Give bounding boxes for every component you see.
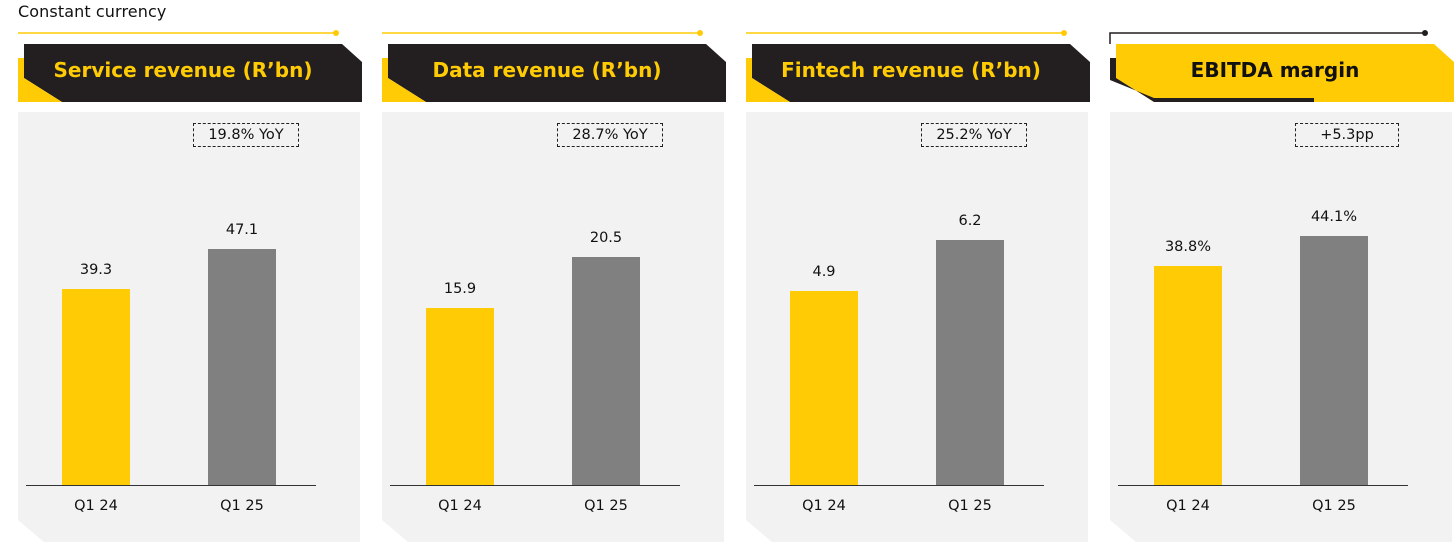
page-subtitle: Constant currency xyxy=(18,2,167,21)
chart-title: Data revenue (R’bn) xyxy=(432,58,662,82)
x-axis-line xyxy=(26,485,316,486)
bar-q1-24 xyxy=(790,291,858,485)
category-label-q1-25: Q1 25 xyxy=(220,498,264,514)
category-label-q1-25: Q1 25 xyxy=(1312,498,1356,514)
category-label-q1-24: Q1 24 xyxy=(438,498,482,514)
bar-value-label-q1-25: 44.1% xyxy=(1310,209,1358,225)
header-banner xyxy=(1116,44,1454,102)
header-accent xyxy=(18,58,62,102)
bar-value-label-q1-24: 38.8% xyxy=(1164,239,1212,255)
header-rule xyxy=(1109,32,1424,44)
header-accent xyxy=(746,58,790,102)
panel-graphics xyxy=(1109,30,1454,542)
header-banner xyxy=(388,44,726,102)
chart-panel-fintech-revenue: Fintech revenue (R’bn) 25.2% YoY 4.9 6.2… xyxy=(728,30,1090,545)
header-rule-dot xyxy=(1061,30,1067,36)
yoy-annotation: 28.7% YoY xyxy=(557,123,663,147)
header-accent xyxy=(382,58,426,102)
bar-q1-25 xyxy=(572,257,640,485)
category-label-q1-24: Q1 24 xyxy=(74,498,118,514)
pp-annotation: +5.3pp xyxy=(1295,123,1399,147)
x-axis-line xyxy=(754,485,1044,486)
bar-value-label-q1-24: 15.9 xyxy=(443,281,477,297)
panel-graphics xyxy=(18,30,362,542)
bar-value-label-q1-25: 6.2 xyxy=(958,213,982,229)
chart-panel-service-revenue: Service revenue (R’bn) 19.8% YoY 39.3 47… xyxy=(0,30,362,545)
yoy-annotation: 25.2% YoY xyxy=(921,123,1027,147)
bar-value-label-q1-25: 47.1 xyxy=(225,222,259,238)
category-label-q1-25: Q1 25 xyxy=(584,498,628,514)
bar-q1-25 xyxy=(936,240,1004,485)
chart-title: EBITDA margin xyxy=(1190,58,1360,82)
chart-panel-data-revenue: Data revenue (R’bn) 28.7% YoY 15.9 20.5 … xyxy=(364,30,726,545)
bar-value-label-q1-24: 4.9 xyxy=(812,264,836,280)
chart-panel-ebitda-margin: EBITDA margin +5.3pp 38.8% 44.1% Q1 24 Q… xyxy=(1092,30,1454,545)
bar-value-label-q1-24: 39.3 xyxy=(79,262,113,278)
category-label-q1-24: Q1 24 xyxy=(802,498,846,514)
header-banner xyxy=(752,44,1090,102)
bar-value-label-q1-25: 20.5 xyxy=(589,230,623,246)
panel-graphics xyxy=(746,30,1090,542)
bar-q1-25 xyxy=(1300,236,1368,485)
bar-q1-24 xyxy=(1154,266,1222,485)
yoy-annotation: 19.8% YoY xyxy=(193,123,299,147)
header-rule-dot xyxy=(697,30,703,36)
header-rule-dot xyxy=(1422,30,1428,36)
category-label-q1-24: Q1 24 xyxy=(1166,498,1210,514)
bar-q1-24 xyxy=(426,308,494,485)
bar-q1-24 xyxy=(62,289,130,485)
bar-q1-25 xyxy=(208,249,276,485)
header-rule-dot xyxy=(333,30,339,36)
header-banner xyxy=(24,44,362,102)
category-label-q1-25: Q1 25 xyxy=(948,498,992,514)
x-axis-line xyxy=(1118,485,1408,486)
chart-title: Fintech revenue (R’bn) xyxy=(781,58,1041,82)
chart-title: Service revenue (R’bn) xyxy=(53,58,313,82)
x-axis-line xyxy=(390,485,680,486)
